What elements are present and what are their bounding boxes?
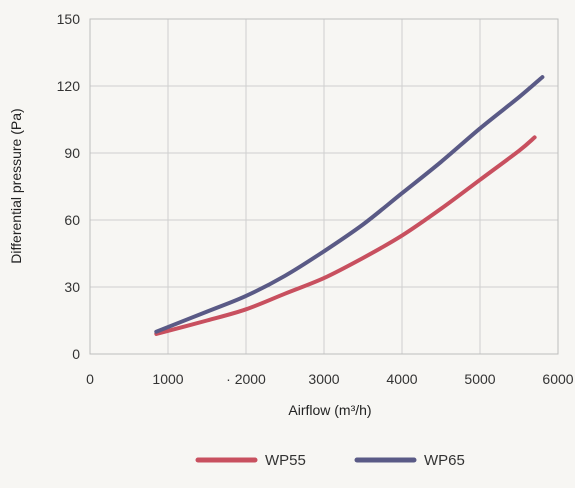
y-tick-label: 0 — [72, 346, 80, 362]
y-axis-label: Differential pressure (Pa) — [8, 108, 24, 263]
series-line-wp55 — [154, 135, 537, 336]
grid-lines — [90, 19, 558, 354]
y-tick-label: 150 — [57, 11, 81, 27]
series-line-wp65 — [154, 75, 545, 334]
plot-frame — [89, 18, 559, 355]
x-tick-label: 1000 — [152, 371, 183, 387]
y-tick-label: 120 — [57, 78, 81, 94]
x-tick-label: 0 — [86, 371, 94, 387]
x-tick-label: 6000 — [542, 371, 573, 387]
y-tick-label: 30 — [64, 279, 80, 295]
x-tick-label: 4000 — [386, 371, 417, 387]
x-tick-label: 5000 — [464, 371, 495, 387]
legend: WP55 WP65 — [195, 452, 465, 469]
x-tick-label: · 2000 — [226, 371, 266, 387]
tick-labels: 0 1000 · 2000 3000 4000 5000 6000 0 30 60 90 120 150 — [57, 11, 574, 387]
y-tick-label: 90 — [64, 145, 80, 161]
legend-label-wp55: WP55 — [265, 452, 306, 469]
legend-label-wp65: WP65 — [424, 452, 465, 469]
x-axis-label: Airflow (m³/h) — [288, 402, 371, 418]
y-tick-label: 60 — [64, 212, 80, 228]
series-lines — [154, 75, 545, 336]
x-tick-label: 3000 — [308, 371, 339, 387]
